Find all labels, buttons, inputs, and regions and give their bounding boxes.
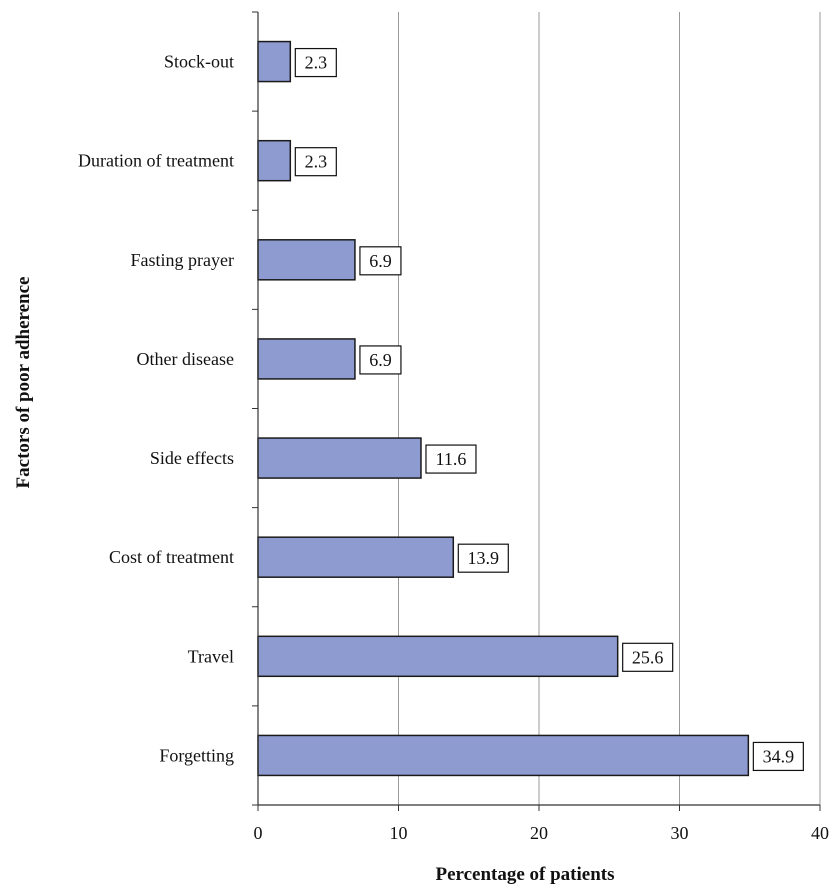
category-label: Duration of treatment [78,151,234,171]
bar [257,635,619,678]
category-label: Fasting prayer [131,250,234,270]
bar [257,40,292,83]
data-label-box [359,246,402,276]
x-tick-label: 20 [530,823,548,843]
category-label: Forgetting [159,745,234,765]
axes [257,12,820,806]
data-label-box [425,444,477,474]
bar [257,437,422,479]
bar [257,338,356,380]
category-label: Cost of treatment [109,547,234,567]
data-label-box [752,741,804,772]
bar [257,139,292,182]
data-label-box [359,345,402,375]
y-axis-title: Factors of poor adherence [13,277,34,489]
data-label-box [457,543,509,573]
data-label: 34.9 [763,746,795,766]
category-label: Side effects [150,448,234,468]
category-label: Other disease [137,349,234,369]
data-label: 2.3 [305,152,328,172]
data-label: 11.6 [436,449,467,469]
gridlines [252,11,821,811]
x-tick-label: 40 [811,823,829,843]
data-label-box [294,47,337,78]
data-label-box [294,147,337,177]
bars [257,40,750,777]
category-label: Travel [188,646,234,666]
labels: 0 10 20 30 40 Forgetting 34.9 Travel 25.6 Cost of… [78,47,829,843]
data-label: 25.6 [632,647,664,667]
data-label-box [622,642,674,672]
bar [257,536,455,578]
data-label: 6.9 [369,251,392,271]
data-label: 6.9 [369,350,392,370]
x-tick-label: 0 [254,823,263,843]
data-label: 2.3 [305,53,328,73]
x-tick-label: 30 [671,823,689,843]
x-axis-title: Percentage of patients [435,864,614,885]
bar [257,239,356,281]
category-label: Stock-out [164,52,234,72]
data-label: 13.9 [468,548,500,568]
x-tick-label: 10 [390,823,408,843]
bar [257,734,750,777]
